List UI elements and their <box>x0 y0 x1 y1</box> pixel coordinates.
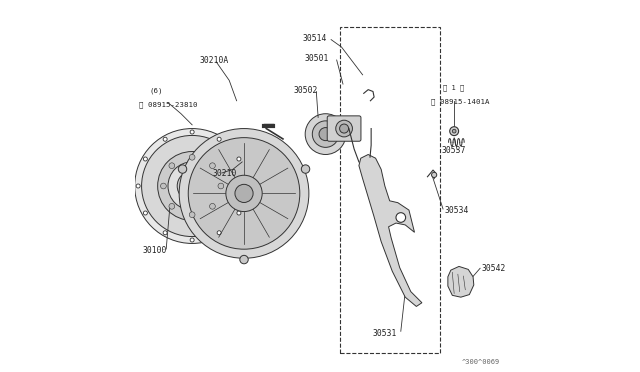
Text: ^300^0069: ^300^0069 <box>461 359 500 365</box>
Circle shape <box>169 203 175 209</box>
Circle shape <box>237 157 241 161</box>
Text: 30531: 30531 <box>372 329 397 338</box>
Circle shape <box>340 124 349 133</box>
Circle shape <box>431 172 436 177</box>
Text: 30534: 30534 <box>444 206 468 215</box>
Circle shape <box>301 165 310 173</box>
FancyBboxPatch shape <box>327 116 361 141</box>
Circle shape <box>184 178 200 194</box>
Circle shape <box>179 165 187 173</box>
Text: (6): (6) <box>150 87 163 94</box>
Text: Ⓜ 08915-23810: Ⓜ 08915-23810 <box>139 101 198 108</box>
Circle shape <box>161 183 166 189</box>
Circle shape <box>190 238 194 242</box>
Circle shape <box>244 184 248 188</box>
Circle shape <box>136 184 140 188</box>
Text: 30542: 30542 <box>481 264 506 273</box>
Circle shape <box>240 255 248 264</box>
Circle shape <box>189 154 195 160</box>
Circle shape <box>336 120 353 137</box>
Text: 30502: 30502 <box>293 86 317 95</box>
Text: 30537: 30537 <box>442 146 466 155</box>
Circle shape <box>189 212 195 218</box>
Circle shape <box>168 162 216 210</box>
Circle shape <box>143 157 147 161</box>
Circle shape <box>177 171 207 201</box>
Circle shape <box>163 137 167 141</box>
Text: 30210: 30210 <box>212 169 237 177</box>
Polygon shape <box>448 266 474 297</box>
Circle shape <box>163 231 167 235</box>
Text: 30210A: 30210A <box>200 56 229 65</box>
Circle shape <box>157 151 227 221</box>
Circle shape <box>179 129 309 258</box>
Circle shape <box>188 138 300 249</box>
Circle shape <box>218 183 224 189</box>
Text: 30501: 30501 <box>305 54 329 63</box>
Circle shape <box>217 137 221 141</box>
Text: 〈 1 〉: 〈 1 〉 <box>443 84 464 91</box>
Circle shape <box>235 185 253 202</box>
Circle shape <box>237 211 241 215</box>
Text: 30100: 30100 <box>143 246 167 255</box>
Circle shape <box>450 127 459 136</box>
Circle shape <box>452 129 456 133</box>
Circle shape <box>396 213 406 222</box>
Circle shape <box>190 130 194 134</box>
Circle shape <box>169 163 175 169</box>
Circle shape <box>305 114 346 154</box>
Circle shape <box>209 163 215 169</box>
Circle shape <box>143 211 147 215</box>
Bar <box>340 27 440 353</box>
Text: 30514: 30514 <box>302 34 326 43</box>
Circle shape <box>226 175 262 212</box>
Polygon shape <box>359 154 422 307</box>
Circle shape <box>217 231 221 235</box>
Text: Ⓜ 08915-1401A: Ⓜ 08915-1401A <box>431 98 490 105</box>
Circle shape <box>312 121 339 147</box>
Circle shape <box>141 135 243 237</box>
Circle shape <box>134 129 250 243</box>
Circle shape <box>319 128 332 141</box>
Circle shape <box>209 203 215 209</box>
